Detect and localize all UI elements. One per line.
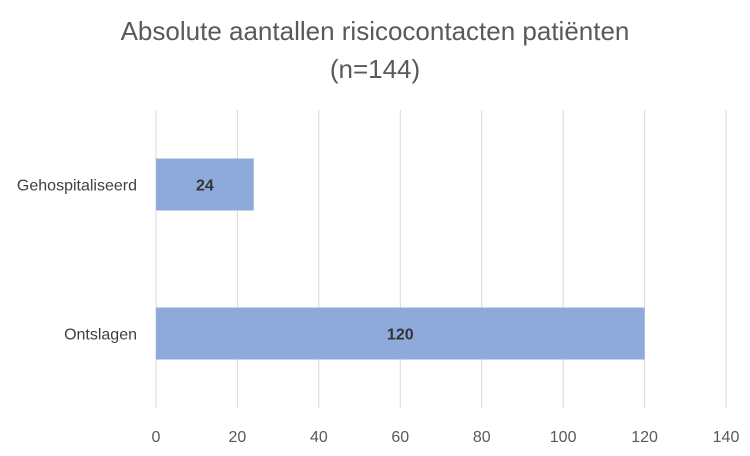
x-tick-label-0: 0 bbox=[152, 429, 161, 446]
data-label-gehospitaliseerd: 24 bbox=[196, 178, 214, 195]
category-label-ontslagen: Ontslagen bbox=[64, 327, 137, 344]
data-label-ontslagen: 120 bbox=[387, 327, 414, 344]
x-tick-label-100: 100 bbox=[550, 429, 577, 446]
x-tick-label-120: 120 bbox=[631, 429, 658, 446]
category-label-gehospitaliseerd: Gehospitaliseerd bbox=[17, 178, 137, 195]
x-tick-label-80: 80 bbox=[473, 429, 491, 446]
x-tick-label-60: 60 bbox=[391, 429, 409, 446]
bar-gehospitaliseerd bbox=[156, 158, 254, 211]
x-tick-label-20: 20 bbox=[229, 429, 247, 446]
chart-title: Absolute aantallen risicocontacten patië… bbox=[120, 16, 630, 46]
x-tick-label-140: 140 bbox=[713, 429, 740, 446]
x-tick-label-40: 40 bbox=[310, 429, 328, 446]
chart-subtitle: (n=144) bbox=[329, 54, 421, 84]
bar-ontslagen bbox=[156, 307, 645, 360]
